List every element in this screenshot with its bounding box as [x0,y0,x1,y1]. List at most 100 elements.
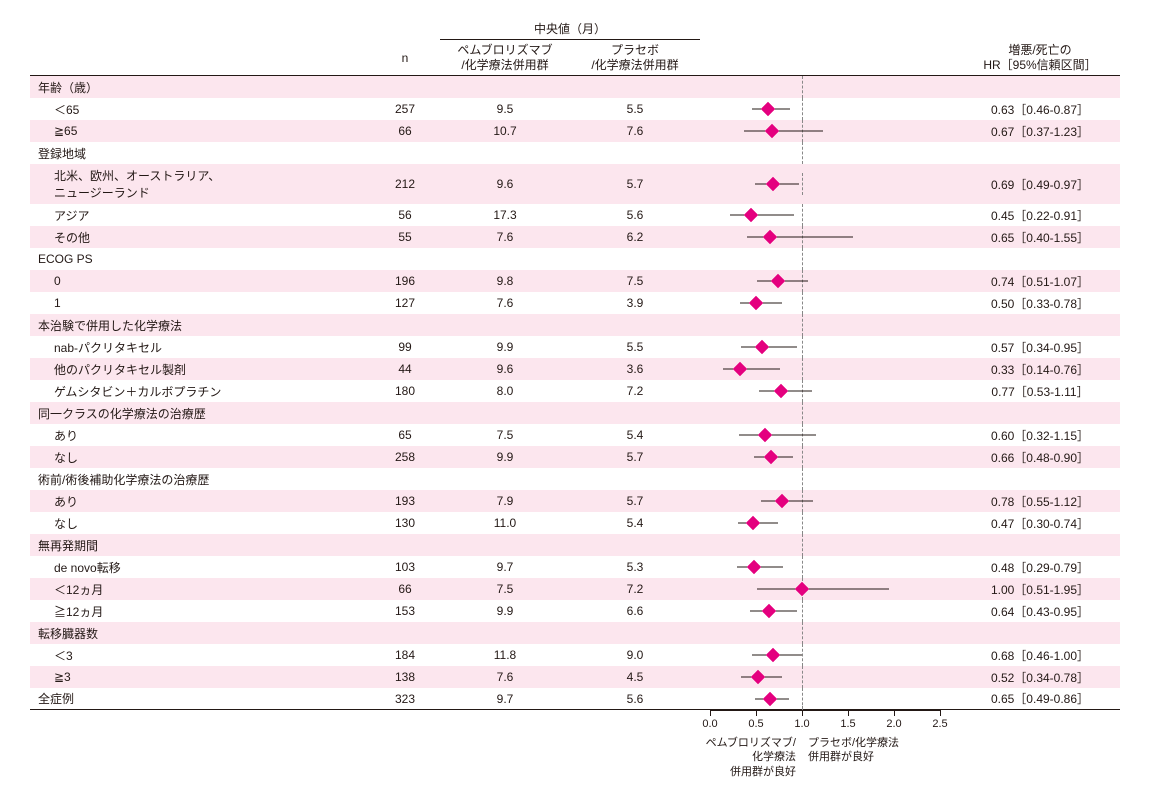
reference-line [802,204,803,226]
point-estimate-diamond [763,691,777,705]
point-estimate-diamond [764,450,778,464]
forest-row: ゲムシタビン＋カルボプラチン1808.07.20.77［0.53-1.11］ [30,380,1120,402]
forest-row: ≧12ヵ月1539.96.60.64［0.43-0.95］ [30,600,1120,622]
row-label: nab-パクリタキセル [30,339,370,356]
row-n: 103 [370,560,440,574]
row-plot [700,248,960,270]
forest-row: なし13011.05.40.47［0.30-0.74］ [30,512,1120,534]
row-median-arm1: 11.8 [440,648,570,662]
row-n: 66 [370,582,440,596]
row-hr-text: 0.50［0.33-0.78］ [960,295,1120,312]
row-median-arm2: 5.3 [570,560,700,574]
header-row-1: 中央値（月） [30,20,1120,40]
point-estimate-diamond [765,648,779,662]
subgroup-header: 登録地域 [30,142,1120,164]
row-median-arm1: 7.6 [440,670,570,684]
axis-tick-label: 1.0 [794,718,809,730]
row-hr-text: 0.69［0.49-0.97］ [960,176,1120,193]
row-plot [700,644,960,666]
forest-row: アジア5617.35.60.45［0.22-0.91］ [30,204,1120,226]
row-hr-text: 0.64［0.43-0.95］ [960,603,1120,620]
row-median-arm1: 8.0 [440,384,570,398]
row-plot [700,76,960,98]
row-median-arm1: 17.3 [440,208,570,222]
ci-line [757,589,889,590]
row-hr-text: 0.77［0.53-1.11］ [960,383,1120,400]
row-median-arm2: 9.0 [570,648,700,662]
axis-caption-right: プラセボ/化学療法 併用群が良好 [802,736,960,779]
row-plot [700,226,960,248]
row-plot [700,534,960,556]
row-plot [700,98,960,120]
forest-plot-body: 年齢（歳）＜652579.55.50.63［0.46-0.87］≧656610.… [30,76,1120,710]
axis-tick-label: 2.0 [886,718,901,730]
col-arm2-header: プラセボ /化学療法併用群 [570,43,700,73]
row-median-arm1: 9.6 [440,177,570,191]
point-estimate-diamond [744,208,758,222]
reference-line [802,446,803,468]
point-estimate-diamond [774,384,788,398]
row-label: 同一クラスの化学療法の治療歴 [30,405,370,422]
reference-line [802,336,803,358]
row-n: 99 [370,340,440,354]
row-hr-text: 0.48［0.29-0.79］ [960,559,1120,576]
reference-line [802,600,803,622]
row-hr-text: 0.45［0.22-0.91］ [960,207,1120,224]
ci-line [744,131,823,132]
reference-line [802,644,803,666]
row-median-arm2: 4.5 [570,670,700,684]
point-estimate-diamond [749,296,763,310]
forest-row: nab-パクリタキセル999.95.50.57［0.34-0.95］ [30,336,1120,358]
subgroup-header: 転移臓器数 [30,622,1120,644]
point-estimate-diamond [758,428,772,442]
reference-line [802,248,803,270]
row-plot [700,600,960,622]
row-hr-text: 0.68［0.46-1.00］ [960,647,1120,664]
row-label: あり [30,427,370,444]
row-n: 196 [370,274,440,288]
row-median-arm1: 7.6 [440,230,570,244]
row-label: なし [30,449,370,466]
subgroup-header: 術前/術後補助化学療法の治療歴 [30,468,1120,490]
reference-line [802,468,803,490]
row-label: 0 [30,274,370,288]
row-label: なし [30,515,370,532]
row-label: 全症例 [30,690,370,707]
row-label: あり [30,493,370,510]
row-n: 257 [370,102,440,116]
row-label: ＜3 [30,647,370,664]
row-label: 本治験で併用した化学療法 [30,317,370,334]
row-plot [700,556,960,578]
reference-line [802,292,803,314]
row-hr-text: 0.52［0.34-0.78］ [960,669,1120,686]
row-median-arm2: 5.4 [570,428,700,442]
row-plot [700,120,960,142]
row-median-arm1: 7.9 [440,494,570,508]
row-plot [700,173,960,195]
row-plot [700,292,960,314]
row-plot [700,446,960,468]
row-median-arm1: 9.7 [440,692,570,706]
point-estimate-diamond [795,582,809,596]
subgroup-header: ECOG PS [30,248,1120,270]
forest-row: ＜12ヵ月667.57.21.00［0.51-1.95］ [30,578,1120,600]
reference-line [802,666,803,688]
row-plot [700,490,960,512]
row-median-arm2: 5.5 [570,102,700,116]
row-median-arm2: 7.6 [570,124,700,138]
forest-row: ≧656610.77.60.67［0.37-1.23］ [30,120,1120,142]
row-median-arm1: 10.7 [440,124,570,138]
forest-row: なし2589.95.70.66［0.48-0.90］ [30,446,1120,468]
reference-line [802,534,803,556]
forest-row: あり1937.95.70.78［0.55-1.12］ [30,490,1120,512]
row-plot [700,314,960,336]
row-n: 258 [370,450,440,464]
header-row-2: n ペムブロリズマブ /化学療法併用群 プラセボ /化学療法併用群 増悪/死亡の… [30,40,1120,76]
axis-tick-label: 0.5 [748,718,763,730]
forest-row: de novo転移1039.75.30.48［0.29-0.79］ [30,556,1120,578]
reference-line [802,98,803,120]
point-estimate-diamond [765,124,779,138]
row-median-arm2: 7.2 [570,582,700,596]
point-estimate-diamond [775,494,789,508]
row-median-arm1: 7.6 [440,296,570,310]
